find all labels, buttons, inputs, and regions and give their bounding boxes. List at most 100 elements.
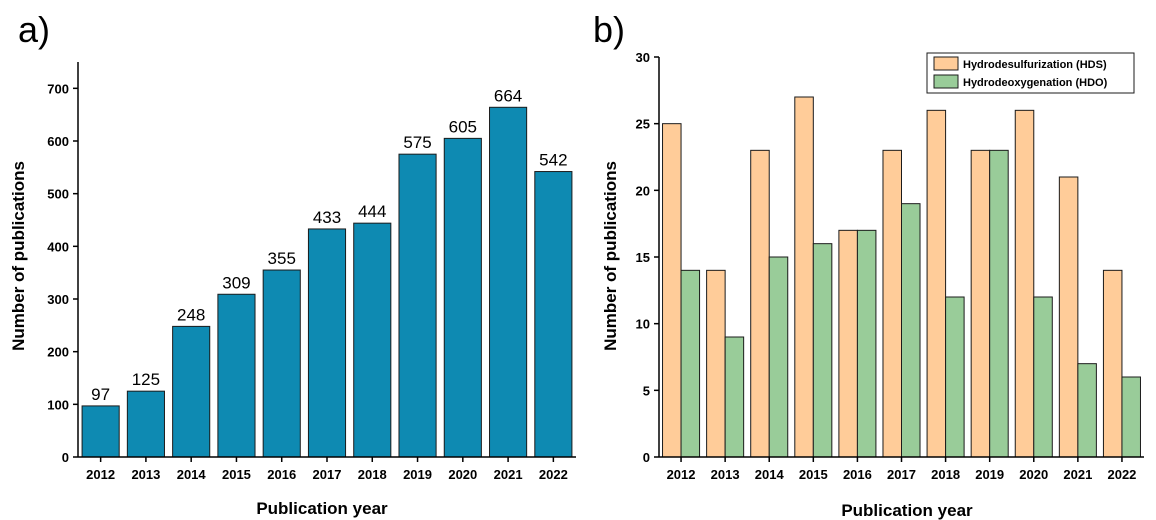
panel-a-bar [217,293,256,458]
panel-a-data-label: 433 [313,208,341,227]
panel-b-x-tick-label: 2018 [931,467,960,482]
panel-b-chart: b) Publication year Number of publicatio… [593,9,1144,520]
panel-b-y-tick-label: 20 [636,183,650,198]
panel-a-x-tick-label: 2021 [494,467,523,482]
panel-a-bar [307,228,347,458]
legend-label-hdo: Hydrodeoxygenation (HDO) [963,77,1108,89]
panel-a-axes: 0 100 200 300 400 500 600 700 2012 2013 2014 2015 20… [47,62,576,482]
panel-b-bar-hdo [1077,363,1097,458]
panel-b-bar-hdo [1033,296,1053,458]
panel-a-data-label: 605 [449,117,477,136]
panel-a-data-label: 664 [494,86,522,105]
panel-b-bar-hdo [768,256,789,458]
legend-swatch-hdo [933,74,959,89]
panel-b-bar-hds [662,123,682,458]
panel-b-y-tick-label: 30 [636,50,650,65]
panel-b-bar-hds [750,149,770,458]
panel-b-bar-hdo [680,269,701,458]
panel-b-label: b) [593,9,625,50]
panel-a-y-tick-label: 700 [47,81,69,96]
panel-a-data-label: 309 [222,273,250,292]
panel-b-y-tick-label: 25 [636,117,650,132]
panel-a-data-label: 97 [91,385,110,404]
panel-b-bar-hds [1102,269,1123,458]
panel-a-bar [443,137,482,458]
panel-a-bar [353,222,392,458]
panel-b-bar-hdo [856,229,877,458]
panel-a-y-tick-label: 600 [47,134,69,149]
panel-b-x-tick-label: 2013 [711,467,740,482]
panel-a-bar [81,405,120,458]
panel-b-bar-hdo [1121,376,1141,458]
panel-a-data-label: 355 [268,249,296,268]
panel-b-x-tick-label: 2015 [799,467,828,482]
panel-a-data-label: 248 [177,305,205,324]
panel-b-y-tick-label: 5 [643,383,650,398]
panel-b-bar-hds [838,229,858,458]
panel-a-x-axis-title: Publication year [256,499,388,518]
panel-b-bar-hds [1014,109,1035,458]
panel-b-x-tick-label: 2012 [667,467,696,482]
panel-a-data-labels: 97 125 248 309 355 433 444 575 605 664 542 [91,86,567,404]
panel-a-x-tick-label: 2015 [222,467,251,482]
panel-b-y-axis-title: Number of publications [601,161,620,351]
panel-a-x-tick-label: 2018 [358,467,387,482]
panel-b-x-tick-label: 2020 [1019,467,1048,482]
panel-b-y-tick-label: 15 [636,250,650,265]
panel-a-data-label: 125 [132,370,160,389]
panel-a-bar [534,171,573,458]
panel-b-bar-hds [882,149,902,458]
panel-a-y-tick-label: 500 [47,187,69,202]
panel-b-x-tick-label: 2016 [843,467,872,482]
panel-a-bar [398,153,437,458]
panel-a-x-tick-label: 2012 [86,467,115,482]
panel-b-bar-hds [926,109,947,458]
panel-a-y-tick-label: 100 [47,397,69,412]
panel-a-bar [262,269,301,458]
panel-a-y-tick-label: 0 [62,450,69,465]
panel-b-bar-hdo [901,203,921,458]
panel-b-x-tick-label: 2019 [975,467,1004,482]
panel-b-x-tick-label: 2017 [887,467,916,482]
panel-a-x-tick-label: 2014 [177,467,207,482]
panel-a-x-tick-label: 2016 [267,467,296,482]
panel-a-data-label: 542 [539,151,567,170]
panel-a-x-tick-label: 2019 [403,467,432,482]
panel-b-legend: Hydrodesulfurization (HDS) Hydrodeoxygen… [926,52,1135,94]
panel-a-bars [81,106,573,458]
panel-b-bar-hds [794,96,814,458]
panel-a-bar [172,325,211,458]
panel-a-bar [489,106,528,458]
panel-b-x-tick-label: 2022 [1107,467,1136,482]
legend-box [926,52,1135,94]
panel-b-y-tick-label: 10 [636,317,650,332]
panel-a-x-tick-label: 2013 [131,467,160,482]
legend-swatch-hds [933,56,959,71]
panel-b-bar-hds [970,149,991,458]
panel-b-bar-hds [706,269,726,458]
panel-b-x-tick-label: 2014 [755,467,785,482]
panel-a-x-tick-label: 2022 [539,467,568,482]
panel-b-bar-hdo [724,336,745,458]
panel-a-chart: a) Publication year Number of publicatio… [9,9,576,518]
panel-b-x-tick-label: 2021 [1063,467,1092,482]
panel-a-x-tick-label: 2020 [448,467,477,482]
panel-a-y-axis-title: Number of publications [9,161,28,351]
panel-a-bar [126,390,165,458]
panel-b-bar-hds [1058,176,1079,458]
panel-a-label: a) [18,9,50,50]
panel-b-y-tick-label: 0 [643,450,650,465]
panel-a-y-tick-label: 300 [47,292,69,307]
panel-b-axes: 0 5 10 15 20 25 30 2012 2013 2014 2015 2016 2017 2018… [636,50,1144,482]
panel-b-bars [662,96,1141,458]
panel-a-x-tick-label: 2017 [313,467,342,482]
panel-b-bar-hdo [989,149,1009,458]
panel-a-data-label: 444 [358,202,386,221]
panel-a-y-tick-label: 200 [47,345,69,360]
panel-b-x-axis-title: Publication year [841,501,973,520]
panel-a-y-tick-label: 400 [47,239,69,254]
panel-b-bar-hdo [812,243,833,458]
legend-label-hds: Hydrodesulfurization (HDS) [963,59,1107,71]
panel-a-data-label: 575 [403,133,431,152]
